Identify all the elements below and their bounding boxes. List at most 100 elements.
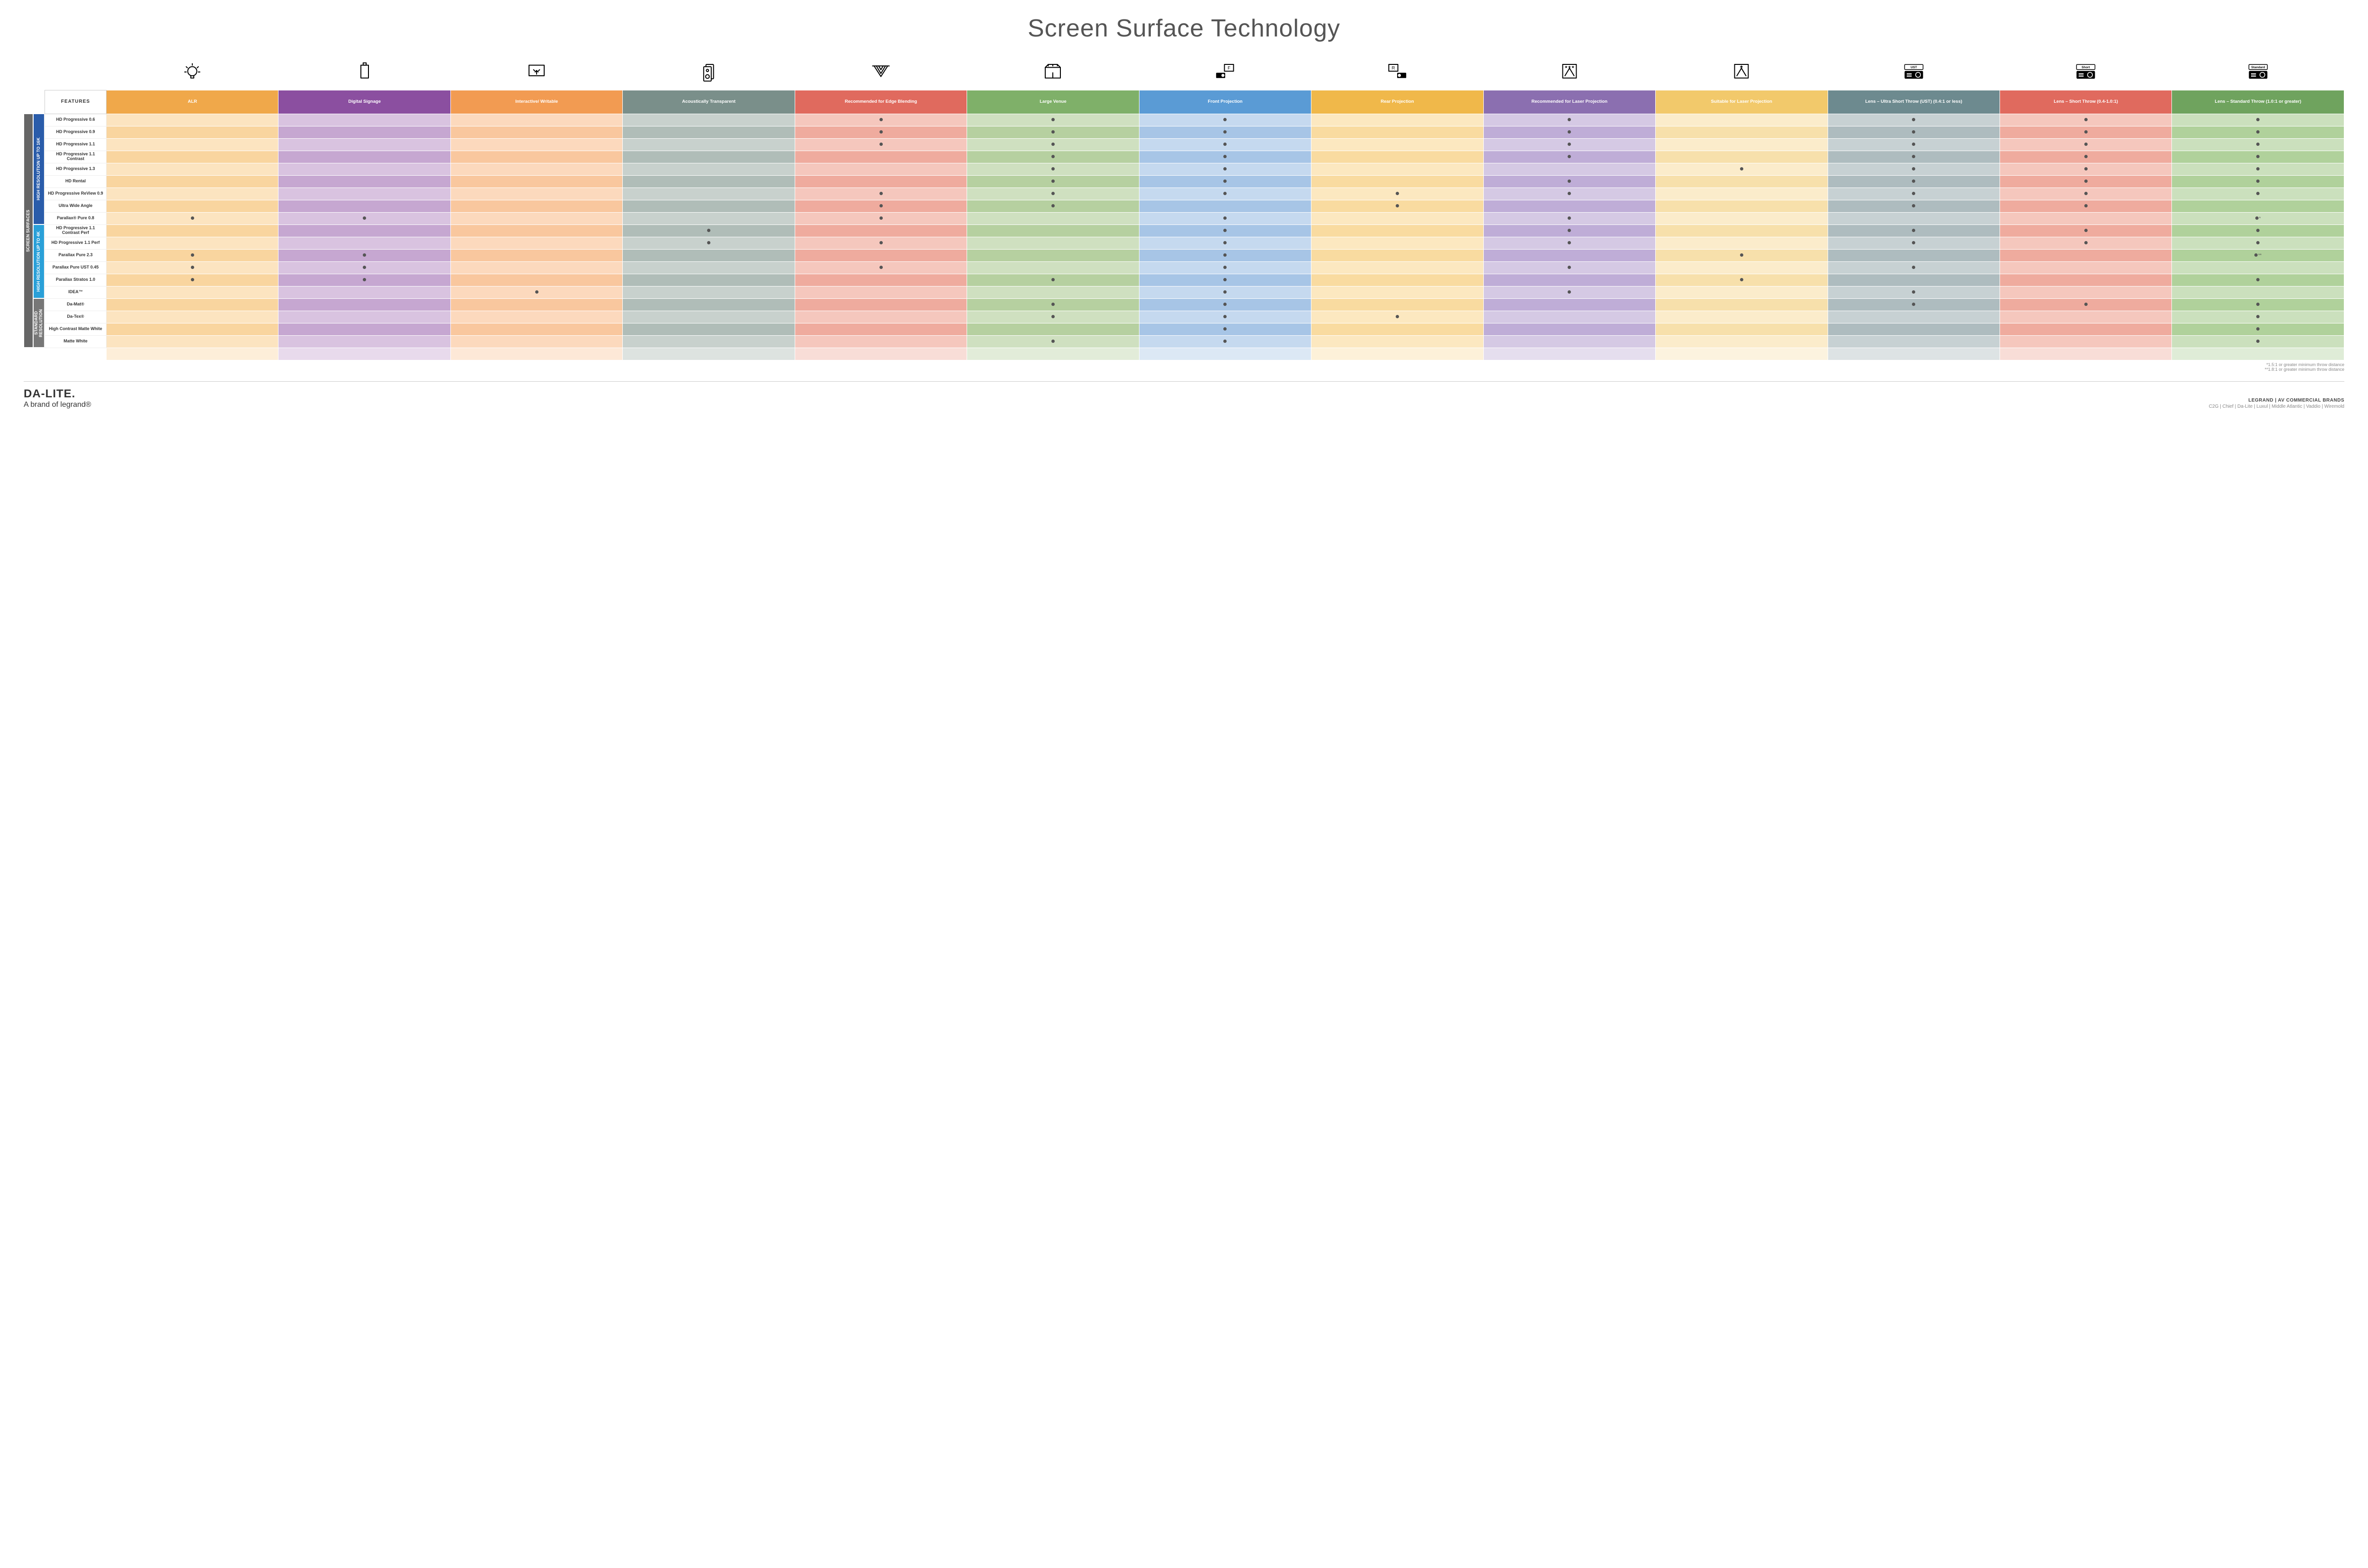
col-header-acoustic: Acoustically Transparent <box>623 90 795 114</box>
cell-alr <box>107 175 278 188</box>
cell-front <box>1139 335 1311 348</box>
surface-table: FR★★★★USTShortStandardFEATURESALRDigital… <box>45 57 2344 360</box>
cell-edge <box>795 200 967 212</box>
cell-signage <box>278 261 450 274</box>
cell-front <box>1139 286 1311 298</box>
standard-icon: Standard <box>2172 57 2344 90</box>
cell-signage <box>278 188 450 200</box>
cell-interactive <box>450 126 622 138</box>
table-row: HD Progressive 0.9 <box>45 126 2344 138</box>
cell-ust <box>1828 175 2000 188</box>
cell-venue <box>967 249 1139 261</box>
cell-standard <box>2172 274 2344 286</box>
cell-alr <box>107 163 278 175</box>
cell-signage <box>278 151 450 163</box>
cell-venue <box>967 224 1139 237</box>
signage-icon <box>278 57 450 90</box>
cell-venue <box>967 163 1139 175</box>
cell-interactive <box>450 138 622 151</box>
cell-ust <box>1828 274 2000 286</box>
page-title: Screen Surface Technology <box>24 14 2344 43</box>
cell-front <box>1139 261 1311 274</box>
table-row: High Contrast Matte White <box>45 323 2344 335</box>
cell-suitlaser <box>1656 126 1828 138</box>
cell-edge <box>795 114 967 126</box>
cell-suitlaser <box>1656 298 1828 311</box>
row-label: HD Progressive 0.9 <box>45 126 107 138</box>
cell-alr <box>107 311 278 323</box>
cell-venue <box>967 237 1139 249</box>
cell-edge <box>795 138 967 151</box>
cell-suitlaser <box>1656 138 1828 151</box>
cell-venue <box>967 175 1139 188</box>
col-header-standard: Lens – Standard Throw (1.0:1 or greater) <box>2172 90 2344 114</box>
cell-signage <box>278 249 450 261</box>
cell-short <box>2000 151 2171 163</box>
cell-ust <box>1828 200 2000 212</box>
cell-reclaser <box>1483 261 1655 274</box>
cell-acoustic <box>623 274 795 286</box>
front-icon: F <box>1139 57 1311 90</box>
col-header-ust: Lens – Ultra Short Throw (UST) (0.4:1 or… <box>1828 90 2000 114</box>
cell-reclaser <box>1483 175 1655 188</box>
cell-acoustic <box>623 175 795 188</box>
cell-edge <box>795 311 967 323</box>
cell-interactive <box>450 151 622 163</box>
footnotes: *1.5:1 or greater minimum throw distance… <box>45 362 2344 372</box>
cell-rear <box>1311 323 1483 335</box>
cell-edge <box>795 212 967 224</box>
cell-edge <box>795 286 967 298</box>
cell-acoustic <box>623 286 795 298</box>
features-header: FEATURES <box>45 90 107 114</box>
cell-signage <box>278 114 450 126</box>
cell-interactive <box>450 274 622 286</box>
table-row: Parallax Pure UST 0.45 <box>45 261 2344 274</box>
cell-standard <box>2172 188 2344 200</box>
cell-interactive <box>450 163 622 175</box>
footer: DA-LITE. A brand of legrand® LEGRAND | A… <box>24 381 2344 409</box>
cell-signage <box>278 224 450 237</box>
col-header-front: Front Projection <box>1139 90 1311 114</box>
row-label: Da-Tex® <box>45 311 107 323</box>
cell-ust <box>1828 335 2000 348</box>
cell-suitlaser <box>1656 261 1828 274</box>
cell-rear <box>1311 311 1483 323</box>
cell-acoustic <box>623 188 795 200</box>
cell-standard <box>2172 311 2344 323</box>
cell-interactive <box>450 237 622 249</box>
cell-interactive <box>450 200 622 212</box>
table-row: HD Progressive 1.1 Contrast <box>45 151 2344 163</box>
row-label: Parallax Pure 2.3 <box>45 249 107 261</box>
cell-ust <box>1828 212 2000 224</box>
rear-icon: R <box>1311 57 1483 90</box>
cell-ust <box>1828 323 2000 335</box>
cell-acoustic <box>623 163 795 175</box>
cell-acoustic <box>623 249 795 261</box>
cell-signage <box>278 163 450 175</box>
cell-short <box>2000 212 2171 224</box>
cell-rear <box>1311 200 1483 212</box>
cell-acoustic <box>623 298 795 311</box>
cell-standard <box>2172 286 2344 298</box>
cell-rear <box>1311 335 1483 348</box>
cell-reclaser <box>1483 151 1655 163</box>
cell-reclaser <box>1483 286 1655 298</box>
cell-front <box>1139 237 1311 249</box>
table-row: Matte White <box>45 335 2344 348</box>
footnote: *1.5:1 or greater minimum throw distance <box>45 362 2344 367</box>
cell-front <box>1139 126 1311 138</box>
row-label: Parallax® Pure 0.8 <box>45 212 107 224</box>
col-header-signage: Digital Signage <box>278 90 450 114</box>
cell-suitlaser <box>1656 311 1828 323</box>
cell-signage <box>278 274 450 286</box>
cell-rear <box>1311 138 1483 151</box>
cell-standard <box>2172 335 2344 348</box>
cell-rear <box>1311 212 1483 224</box>
svg-text:R: R <box>1392 66 1395 71</box>
cell-front <box>1139 298 1311 311</box>
col-header-edge: Recommended for Edge Blending <box>795 90 967 114</box>
cell-interactive <box>450 311 622 323</box>
cell-suitlaser <box>1656 151 1828 163</box>
cell-front <box>1139 163 1311 175</box>
cell-short <box>2000 323 2171 335</box>
